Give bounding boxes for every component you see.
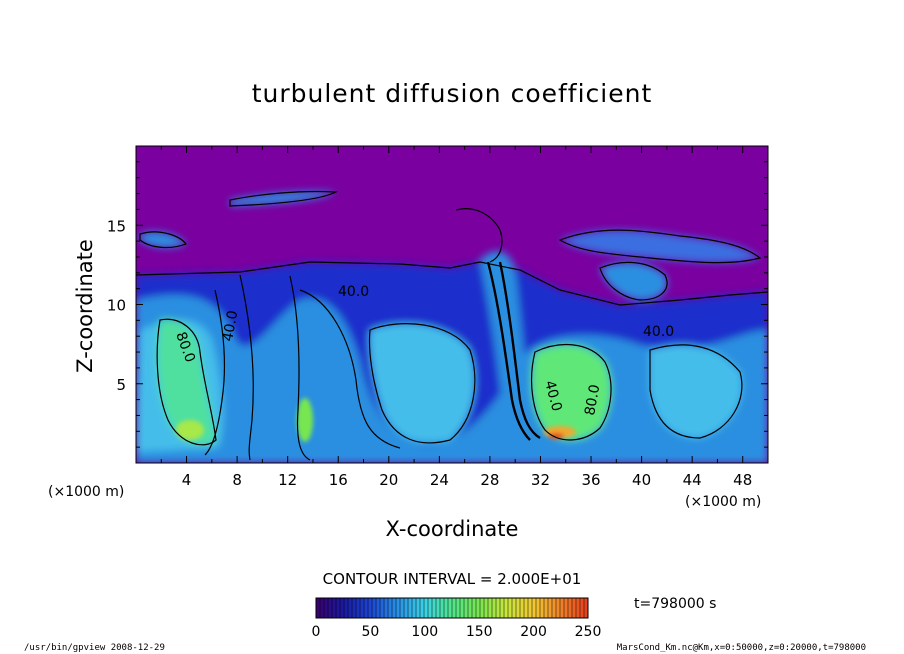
y-axis: 5 10 15: [107, 161, 768, 448]
contour-line: [558, 229, 762, 264]
hotspot-core: [548, 433, 564, 439]
hotspot-core: [297, 398, 313, 442]
x-axis: 4 8 12 16 20 24 28 32 36 40 44 48: [160, 146, 752, 489]
contour-line: [498, 261, 541, 440]
contour-label: 40.0: [541, 379, 565, 413]
contour-line: [139, 231, 187, 249]
upper-layer-region: [560, 230, 760, 263]
contour-line: [299, 289, 401, 449]
x-tick-label: 20: [379, 471, 398, 489]
x-tick-label: 28: [480, 471, 499, 489]
contour-label: 40.0: [338, 284, 369, 300]
colorbar-tick-label: 100: [411, 624, 438, 640]
contour-line: [204, 289, 226, 456]
y-tick-label: 15: [107, 217, 126, 235]
contour-line: [531, 343, 612, 441]
x-axis-label: X-coordinate: [386, 517, 519, 541]
x-tick-label: 48: [733, 471, 752, 489]
contour-line: [156, 318, 217, 446]
footer-right: MarsCond_Km.nc@Km,x=0:50000,z=0:20000,t=…: [617, 643, 866, 653]
upper-layer-region: [140, 231, 186, 248]
x-tick-label: 16: [329, 471, 348, 489]
colorbar-tick-label: 150: [466, 624, 493, 640]
contour-line: [599, 261, 668, 301]
diffusion-field: [136, 191, 768, 463]
contour-interval-label: CONTOUR INTERVAL = 2.000E+01: [323, 570, 582, 588]
hotspot-core: [176, 420, 204, 440]
x-tick-label: 24: [430, 471, 449, 489]
contour-line: [486, 261, 531, 441]
contour-line: [229, 190, 339, 207]
footer-left: /usr/bin/gpview 2008-12-29: [24, 643, 165, 653]
contour-lines: [136, 190, 768, 461]
contour-line: [649, 344, 743, 439]
mid-field-region: [136, 294, 768, 463]
contour-label: 80.0: [582, 383, 603, 416]
x-unit-right: (×1000 m): [685, 494, 761, 510]
colorbar-tick-label: 250: [575, 624, 602, 640]
colorbar: 0 50 100 150 200 250: [312, 597, 602, 640]
colorbar-tick-label: 200: [520, 624, 547, 640]
contour-line: [368, 323, 476, 444]
x-tick-label: 32: [531, 471, 550, 489]
contour-line: [289, 275, 311, 461]
contour-line: [239, 274, 254, 461]
chart-title: turbulent diffusion coefficient: [252, 79, 653, 108]
x-unit-left: (×1000 m): [48, 484, 124, 500]
y-axis-label: Z-coordinate: [73, 239, 97, 373]
contour-label: 40.0: [643, 324, 674, 340]
light-field-region: [650, 344, 742, 438]
x-tick-label: 36: [581, 471, 600, 489]
upper-layer-region: [230, 191, 336, 206]
colorbar-tick-label: 50: [361, 624, 379, 640]
light-field-region: [369, 323, 475, 443]
contour-label: 40.0: [220, 309, 241, 342]
high-field-region: [157, 319, 216, 445]
colorbar-ticks: 0 50 100 150 200 250: [312, 624, 602, 640]
contour-line: [455, 208, 503, 263]
x-tick-label: 12: [278, 471, 297, 489]
hotspot-field: [176, 398, 576, 442]
colorbar-tick-label: 0: [312, 624, 321, 640]
high-field-region: [531, 344, 612, 440]
y-tick-label: 10: [107, 297, 126, 315]
x-tick-label: 44: [683, 471, 702, 489]
x-tick-label: 8: [232, 471, 242, 489]
x-tick-label: 40: [632, 471, 651, 489]
y-tick-label: 5: [116, 376, 126, 394]
colorbar-stripes: [319, 598, 585, 618]
time-label: t=798000 s: [634, 596, 716, 612]
x-tick-label: 4: [182, 471, 192, 489]
plot-area: 80.0 40.0 40.0 80.0 40.0 40.0: [136, 146, 768, 463]
